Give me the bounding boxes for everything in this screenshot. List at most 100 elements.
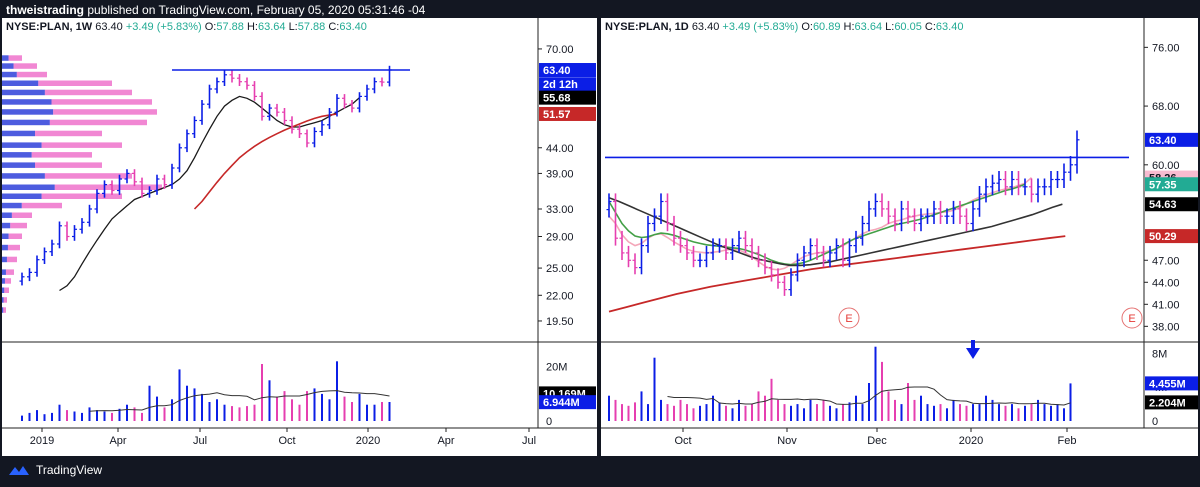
volume-profile-bar-up <box>7 244 20 251</box>
price-tick-label: 38.00 <box>1152 321 1180 333</box>
left-o: 57.88 <box>216 21 244 33</box>
right-chart-title: NYSE:PLAN, 1D 63.40 +3.49 (+5.83%) O:60.… <box>605 21 963 33</box>
down-arrow-icon <box>966 348 980 359</box>
price-label-badge <box>539 63 596 78</box>
right-change: +3.49 (+5.83%) <box>722 21 799 33</box>
price-label-text: 63.40 <box>1149 135 1177 147</box>
price-tick-label: 25.00 <box>546 263 574 275</box>
right-symbol[interactable]: NYSE:PLAN, 1D <box>605 21 689 33</box>
time-tick-label: 2019 <box>30 435 54 447</box>
footer: TradingView <box>8 463 102 477</box>
left-h: 63.64 <box>257 21 286 33</box>
volume-profile-bar <box>2 99 52 105</box>
volume-profile-bar <box>2 287 5 293</box>
left-symbol[interactable]: NYSE:PLAN, 1W <box>6 21 93 33</box>
volume-profile-bar <box>2 184 55 190</box>
volume-profile-bar <box>2 256 7 263</box>
volume-profile-bar <box>2 244 8 251</box>
volume-profile-bar-up <box>11 212 32 218</box>
volume-profile-bar <box>2 89 45 96</box>
volume-profile-bar-up <box>44 173 132 179</box>
volume-profile-bar <box>2 55 9 61</box>
volume-profile-bar-up <box>21 202 62 209</box>
volume-profile-bar <box>2 152 32 158</box>
earnings-marker-label: E <box>1128 313 1135 325</box>
volume-profile-bar <box>2 119 50 126</box>
volume-profile-bar-up <box>35 162 102 168</box>
time-tick-label: Jul <box>193 435 207 447</box>
volume-tick-label: 0 <box>546 416 552 428</box>
price-label-badge <box>1145 132 1198 147</box>
sma-red-line <box>608 235 1066 313</box>
publisher-name[interactable]: thweistrading <box>6 3 85 17</box>
volume-profile-bar-up <box>41 142 122 148</box>
volume-profile-bar-up <box>8 55 22 61</box>
price-label-badge <box>539 90 596 105</box>
right-c-label: C: <box>924 21 936 33</box>
publish-info: published on TradingView.com, February 0… <box>84 3 426 17</box>
volume-profile-bar-up <box>3 307 6 313</box>
price-label-badge <box>1145 197 1198 212</box>
volume-profile-bar <box>2 63 14 69</box>
volume-profile-bar <box>2 80 39 86</box>
sma-black-line <box>608 197 1063 267</box>
volume-profile-bar <box>2 130 35 137</box>
left-last: 63.40 <box>95 21 123 33</box>
volume-profile-bar <box>2 162 35 168</box>
left-o-label: O: <box>204 21 217 33</box>
price-label-badge <box>1145 229 1198 244</box>
volume-tick-label: 8M <box>1152 348 1167 360</box>
price-label-badge <box>539 77 596 92</box>
ma-black-line <box>59 95 360 292</box>
left-chart-panel: NYSE:PLAN, 1W 63.40 +3.49 (+5.83%) O:57.… <box>2 18 597 456</box>
right-l: 60.05 <box>894 21 922 33</box>
left-weekly-chart[interactable]: 70.00 44.00 39.00 33.00 29.00 25.00 22.00 19.50… <box>2 18 597 456</box>
volume-profile-bar-up <box>4 287 9 293</box>
volume-profile-bar <box>2 202 22 209</box>
price-tick-label: 22.00 <box>546 290 574 302</box>
down-arrow-stem <box>971 340 975 349</box>
right-last: 63.40 <box>691 21 720 33</box>
volume-profile-bar-up <box>44 89 132 96</box>
right-c: 63.40 <box>935 21 964 33</box>
volume-label-badge <box>1145 395 1198 410</box>
price-label-text: 2d 12h <box>543 79 578 91</box>
earnings-marker-label: E <box>845 313 852 325</box>
right-chart-panel: NYSE:PLAN, 1D 63.40 +3.49 (+5.83%) O:60.… <box>601 18 1198 456</box>
price-tick-label: 19.50 <box>546 316 574 328</box>
volume-average-line <box>667 386 1071 406</box>
volume-profile-bar-up <box>31 152 92 158</box>
time-tick-label: Dec <box>867 435 887 447</box>
left-h-label: H: <box>246 21 258 33</box>
tradingview-logo-icon <box>9 466 29 475</box>
volume-profile-bar <box>2 193 42 199</box>
volume-profile-bar <box>2 233 9 239</box>
volume-profile-bar <box>2 222 11 229</box>
time-tick-label: Apr <box>437 435 454 447</box>
right-h-label: H: <box>843 21 855 33</box>
price-label-badge <box>539 106 596 121</box>
price-tick-label: 41.00 <box>1152 299 1180 311</box>
left-c: 63.40 <box>339 21 367 33</box>
volume-profile-bar <box>2 269 6 275</box>
left-l-label: L: <box>288 21 298 33</box>
time-tick-label: Oct <box>674 435 691 447</box>
price-tick-label: 60.00 <box>1152 160 1180 172</box>
right-daily-chart[interactable]: 76.00 68.00 60.00 47.00 44.00 41.00 38.00 63.40… <box>601 18 1198 456</box>
volume-profile-bar-up <box>5 269 14 275</box>
volume-profile-bar-up <box>4 278 11 284</box>
ma-red-line <box>193 113 338 210</box>
time-tick-label: Apr <box>109 435 126 447</box>
right-h: 63.64 <box>854 21 883 33</box>
volume-tick-label: 0 <box>1152 416 1158 428</box>
footer-brand[interactable]: TradingView <box>36 463 103 477</box>
volume-profile-bar-up <box>41 193 122 199</box>
volume-label-text: 2.204M <box>1149 397 1186 409</box>
time-tick-label: 2020 <box>959 435 983 447</box>
price-label-text: 54.63 <box>1149 199 1177 211</box>
volume-average-line <box>89 390 390 412</box>
volume-profile-bar <box>2 173 45 179</box>
volume-profile-bar-up <box>38 80 112 86</box>
left-change: +3.49 (+5.83%) <box>125 21 202 33</box>
volume-tick-label: 20M <box>546 362 567 374</box>
